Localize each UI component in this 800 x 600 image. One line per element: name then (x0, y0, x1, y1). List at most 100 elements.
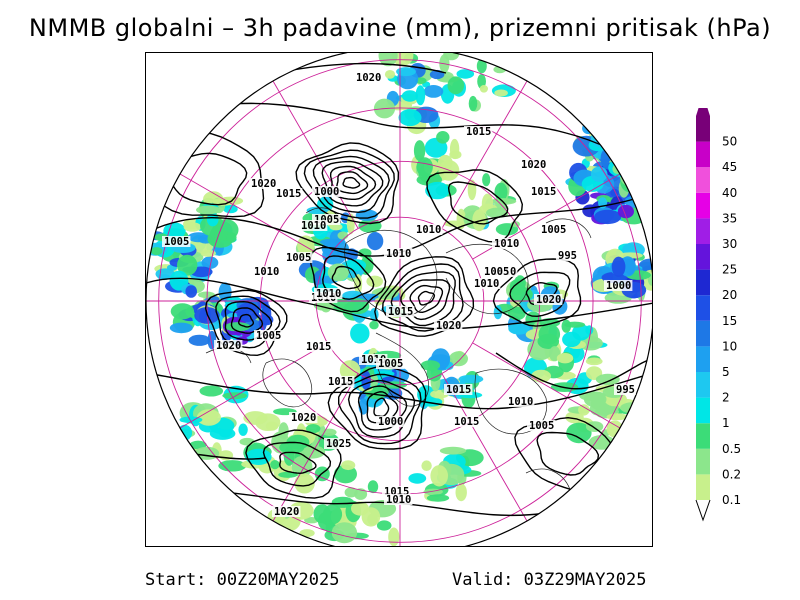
precipitation-patch (616, 423, 633, 442)
isobar-label: 1005 (484, 266, 509, 278)
isobar-label-bg (284, 252, 313, 263)
isobar-label-bg (614, 384, 636, 395)
precipitation-patch (430, 465, 449, 487)
coastline (525, 468, 573, 518)
precipitation-patch (623, 153, 644, 162)
precipitation-patch (398, 109, 422, 127)
precipitation-patch (578, 404, 590, 416)
isobar-label-layer: 1020101510201020101510001005101010051010… (162, 72, 636, 518)
isobar-label-bg (162, 236, 191, 247)
colorbar-label: 0.5 (722, 442, 741, 456)
isobar-label-bg (492, 238, 521, 249)
precipitation-patch (644, 161, 652, 174)
precipitation-patch (439, 446, 467, 455)
precipitation-patch (185, 285, 197, 298)
isobar-label: 1010 (416, 224, 441, 236)
isobar-label-bg (252, 266, 281, 277)
precipitation-patch (610, 124, 629, 133)
isobar-label-bg (414, 224, 443, 235)
isobar (262, 441, 332, 487)
precipitation-patch (337, 231, 349, 240)
precipitation-patch (449, 351, 468, 367)
precipitation-patch (408, 473, 427, 484)
precipitation-patch (196, 409, 221, 426)
isobar-label: 1020 (521, 159, 546, 171)
precipitation-patch (643, 194, 652, 211)
precipitation-patch (188, 334, 211, 346)
isobar-label-bg (556, 250, 578, 261)
isobar-label-bg (506, 396, 535, 407)
precipitation-patch (614, 135, 636, 155)
isobar-label-bg (386, 306, 415, 317)
isobar-label-bg (299, 220, 328, 231)
isobar (312, 155, 390, 214)
isobar (146, 277, 652, 330)
isobar-label-bg (482, 266, 511, 277)
isobar-label-bg (604, 280, 633, 291)
isobar-label: 1010 (316, 288, 341, 300)
colorbar-label: 25 (722, 263, 737, 277)
precipitation-patch (396, 67, 416, 77)
precipitation-patch (606, 413, 628, 421)
precipitation-patch (572, 324, 591, 341)
colorbar-label: 15 (722, 314, 737, 328)
precipitation-patch (436, 131, 450, 144)
precipitation-patch (595, 373, 620, 385)
precipitation-patch (197, 291, 216, 299)
precipitation-patch (306, 206, 328, 215)
isobar-label: 1015 (531, 186, 556, 198)
isobar (409, 284, 444, 314)
isobar-label: 1010 (474, 278, 499, 290)
precipitation-patch (456, 69, 475, 79)
precipitation-patch (468, 95, 478, 112)
isobar-label: 1020 (274, 506, 299, 518)
precipitation-patch (594, 209, 622, 225)
isobar-label: 1005 (541, 224, 566, 236)
precipitation-patch (620, 402, 648, 414)
precipitation-patch (420, 360, 441, 371)
precipitation-patch (620, 166, 636, 179)
isobar-label: 1015 (454, 416, 479, 428)
isobar-label: 1010 (508, 396, 533, 408)
isobar-label-bg (376, 358, 405, 369)
precipitation-patch (415, 77, 427, 84)
map-panel: 1020101510201020101510001005101010051010… (145, 52, 653, 547)
precipitation-patch (425, 181, 450, 200)
isobar-label: 1005 (378, 358, 403, 370)
precipitation-patch (600, 150, 610, 167)
precipitation-patch (366, 232, 384, 251)
isobar-label: 1010 (301, 220, 326, 232)
isobar-label-bg (314, 288, 343, 299)
isobar (279, 451, 317, 475)
colorbar-label: 0.1 (722, 493, 741, 507)
isobar (357, 385, 408, 431)
isobar-label: 1015 (446, 384, 471, 396)
isobar-label: 1015 (388, 306, 413, 318)
colorbar-label: 50 (722, 135, 737, 149)
isobar (338, 373, 422, 445)
precipitation-patch (350, 323, 370, 344)
isobar-label: 1015 (306, 341, 331, 353)
precipitation-patch (458, 374, 484, 384)
coastline (545, 218, 592, 239)
isobar (146, 131, 265, 218)
precipitation-patch (201, 256, 219, 269)
colorbar-swatch (696, 397, 710, 424)
colorbar-swatch (696, 448, 710, 475)
isobar-label-bg (214, 340, 243, 351)
coastline (373, 332, 429, 407)
isobar-label-bg (354, 72, 383, 83)
isobar (509, 271, 571, 318)
precipitation-patch (169, 322, 193, 334)
isobar (331, 265, 362, 290)
precipitation-patch (189, 440, 207, 450)
colorbar-max-arrow (696, 108, 710, 116)
precipitation-patch (564, 321, 586, 328)
precipitation-patch (583, 113, 597, 132)
isobar-label-bg (384, 494, 413, 505)
precipitation-patch (585, 113, 602, 127)
isobar-label-bg (326, 376, 355, 387)
precipitation-patch (384, 70, 396, 79)
isobar-label-bg (289, 412, 318, 423)
precipitation-patch (278, 422, 289, 440)
